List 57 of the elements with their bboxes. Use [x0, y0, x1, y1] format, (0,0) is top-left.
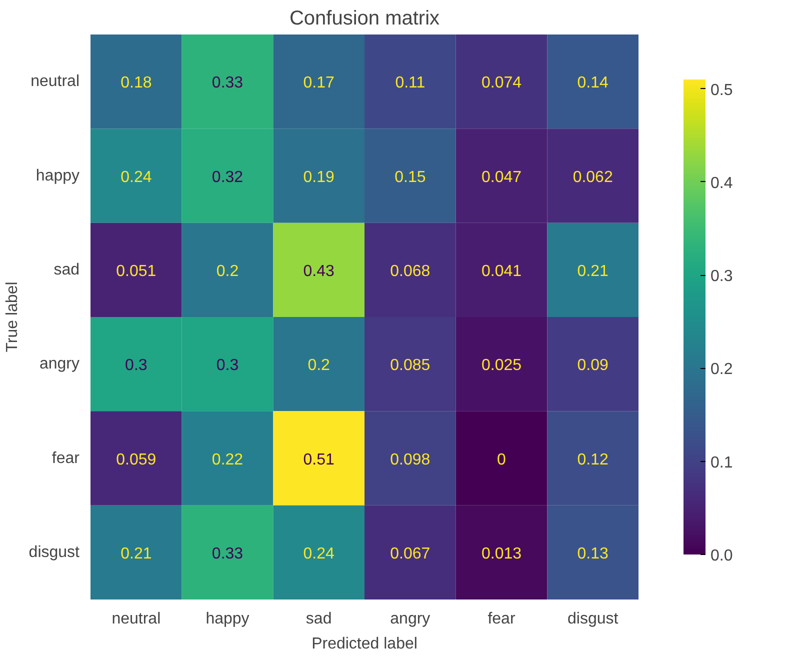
- data-label: 0.2: [216, 262, 239, 280]
- data-label: 0.3: [125, 357, 148, 374]
- data-label: 0.43: [303, 262, 335, 280]
- data-label: 0.11: [395, 74, 426, 92]
- data-label: 0.068: [390, 262, 430, 280]
- color-bar-label: 0.5: [710, 82, 733, 99]
- data-label: 0.013: [481, 545, 522, 562]
- color-bar-label: 0.0: [710, 548, 733, 564]
- data-label: 0.074: [481, 74, 522, 92]
- x-tick-label: fear: [488, 610, 516, 628]
- color-bar-label: 0.1: [710, 454, 733, 472]
- data-label: 0.085: [390, 357, 430, 374]
- data-label: 0.14: [577, 74, 609, 92]
- data-label: 0.21: [577, 262, 609, 280]
- data-label: 0.062: [572, 168, 613, 186]
- y-tick-label: happy: [36, 167, 80, 184]
- y-tick-label: sad: [54, 261, 80, 278]
- data-label: 0.12: [577, 451, 609, 468]
- chart-title: Confusion matrix: [289, 8, 440, 30]
- data-label: 0.24: [120, 168, 152, 186]
- data-label: 0.24: [303, 545, 335, 562]
- y-axis-title: True label: [4, 282, 21, 352]
- color-bar-label: 0.2: [710, 361, 733, 378]
- y-tick-label: angry: [39, 356, 80, 373]
- y-tick-label: neutral: [30, 73, 80, 90]
- data-label: 0.025: [481, 357, 522, 374]
- data-label: 0.22: [212, 451, 244, 468]
- data-label: 0.3: [216, 357, 239, 374]
- y-tick-label: disgust: [28, 544, 80, 561]
- x-tick-label: sad: [306, 610, 332, 628]
- data-label: 0.32: [212, 168, 244, 186]
- y-tick-label: fear: [52, 450, 80, 467]
- data-label: 0.51: [303, 451, 335, 468]
- data-label: 0.098: [390, 451, 430, 468]
- data-label: 0.067: [390, 545, 430, 562]
- data-label: 0.17: [303, 74, 335, 92]
- x-tick-label: happy: [206, 610, 250, 628]
- x-tick-label: neutral: [112, 610, 161, 628]
- x-tick-label: disgust: [567, 610, 619, 628]
- color-bar-label: 0.4: [710, 174, 733, 192]
- data-label: 0: [497, 451, 506, 468]
- data-label: 0.33: [212, 74, 244, 92]
- data-label: 0.33: [212, 545, 244, 562]
- x-tick-label: angry: [390, 610, 430, 628]
- color-bar-label: 0.3: [710, 268, 733, 286]
- data-label: 0.051: [116, 262, 156, 280]
- x-axis-title: Predicted label: [312, 636, 418, 652]
- data-label: 0.059: [116, 451, 156, 468]
- data-label: 0.21: [120, 545, 152, 562]
- data-label: 0.18: [120, 74, 152, 92]
- data-label: 0.041: [481, 262, 522, 280]
- data-label: 0.09: [577, 357, 609, 374]
- data-label: 0.15: [394, 168, 426, 186]
- data-label: 0.13: [577, 545, 609, 562]
- data-label: 0.19: [303, 168, 335, 186]
- data-label: 0.2: [308, 357, 330, 374]
- data-label: 0.047: [481, 168, 522, 186]
